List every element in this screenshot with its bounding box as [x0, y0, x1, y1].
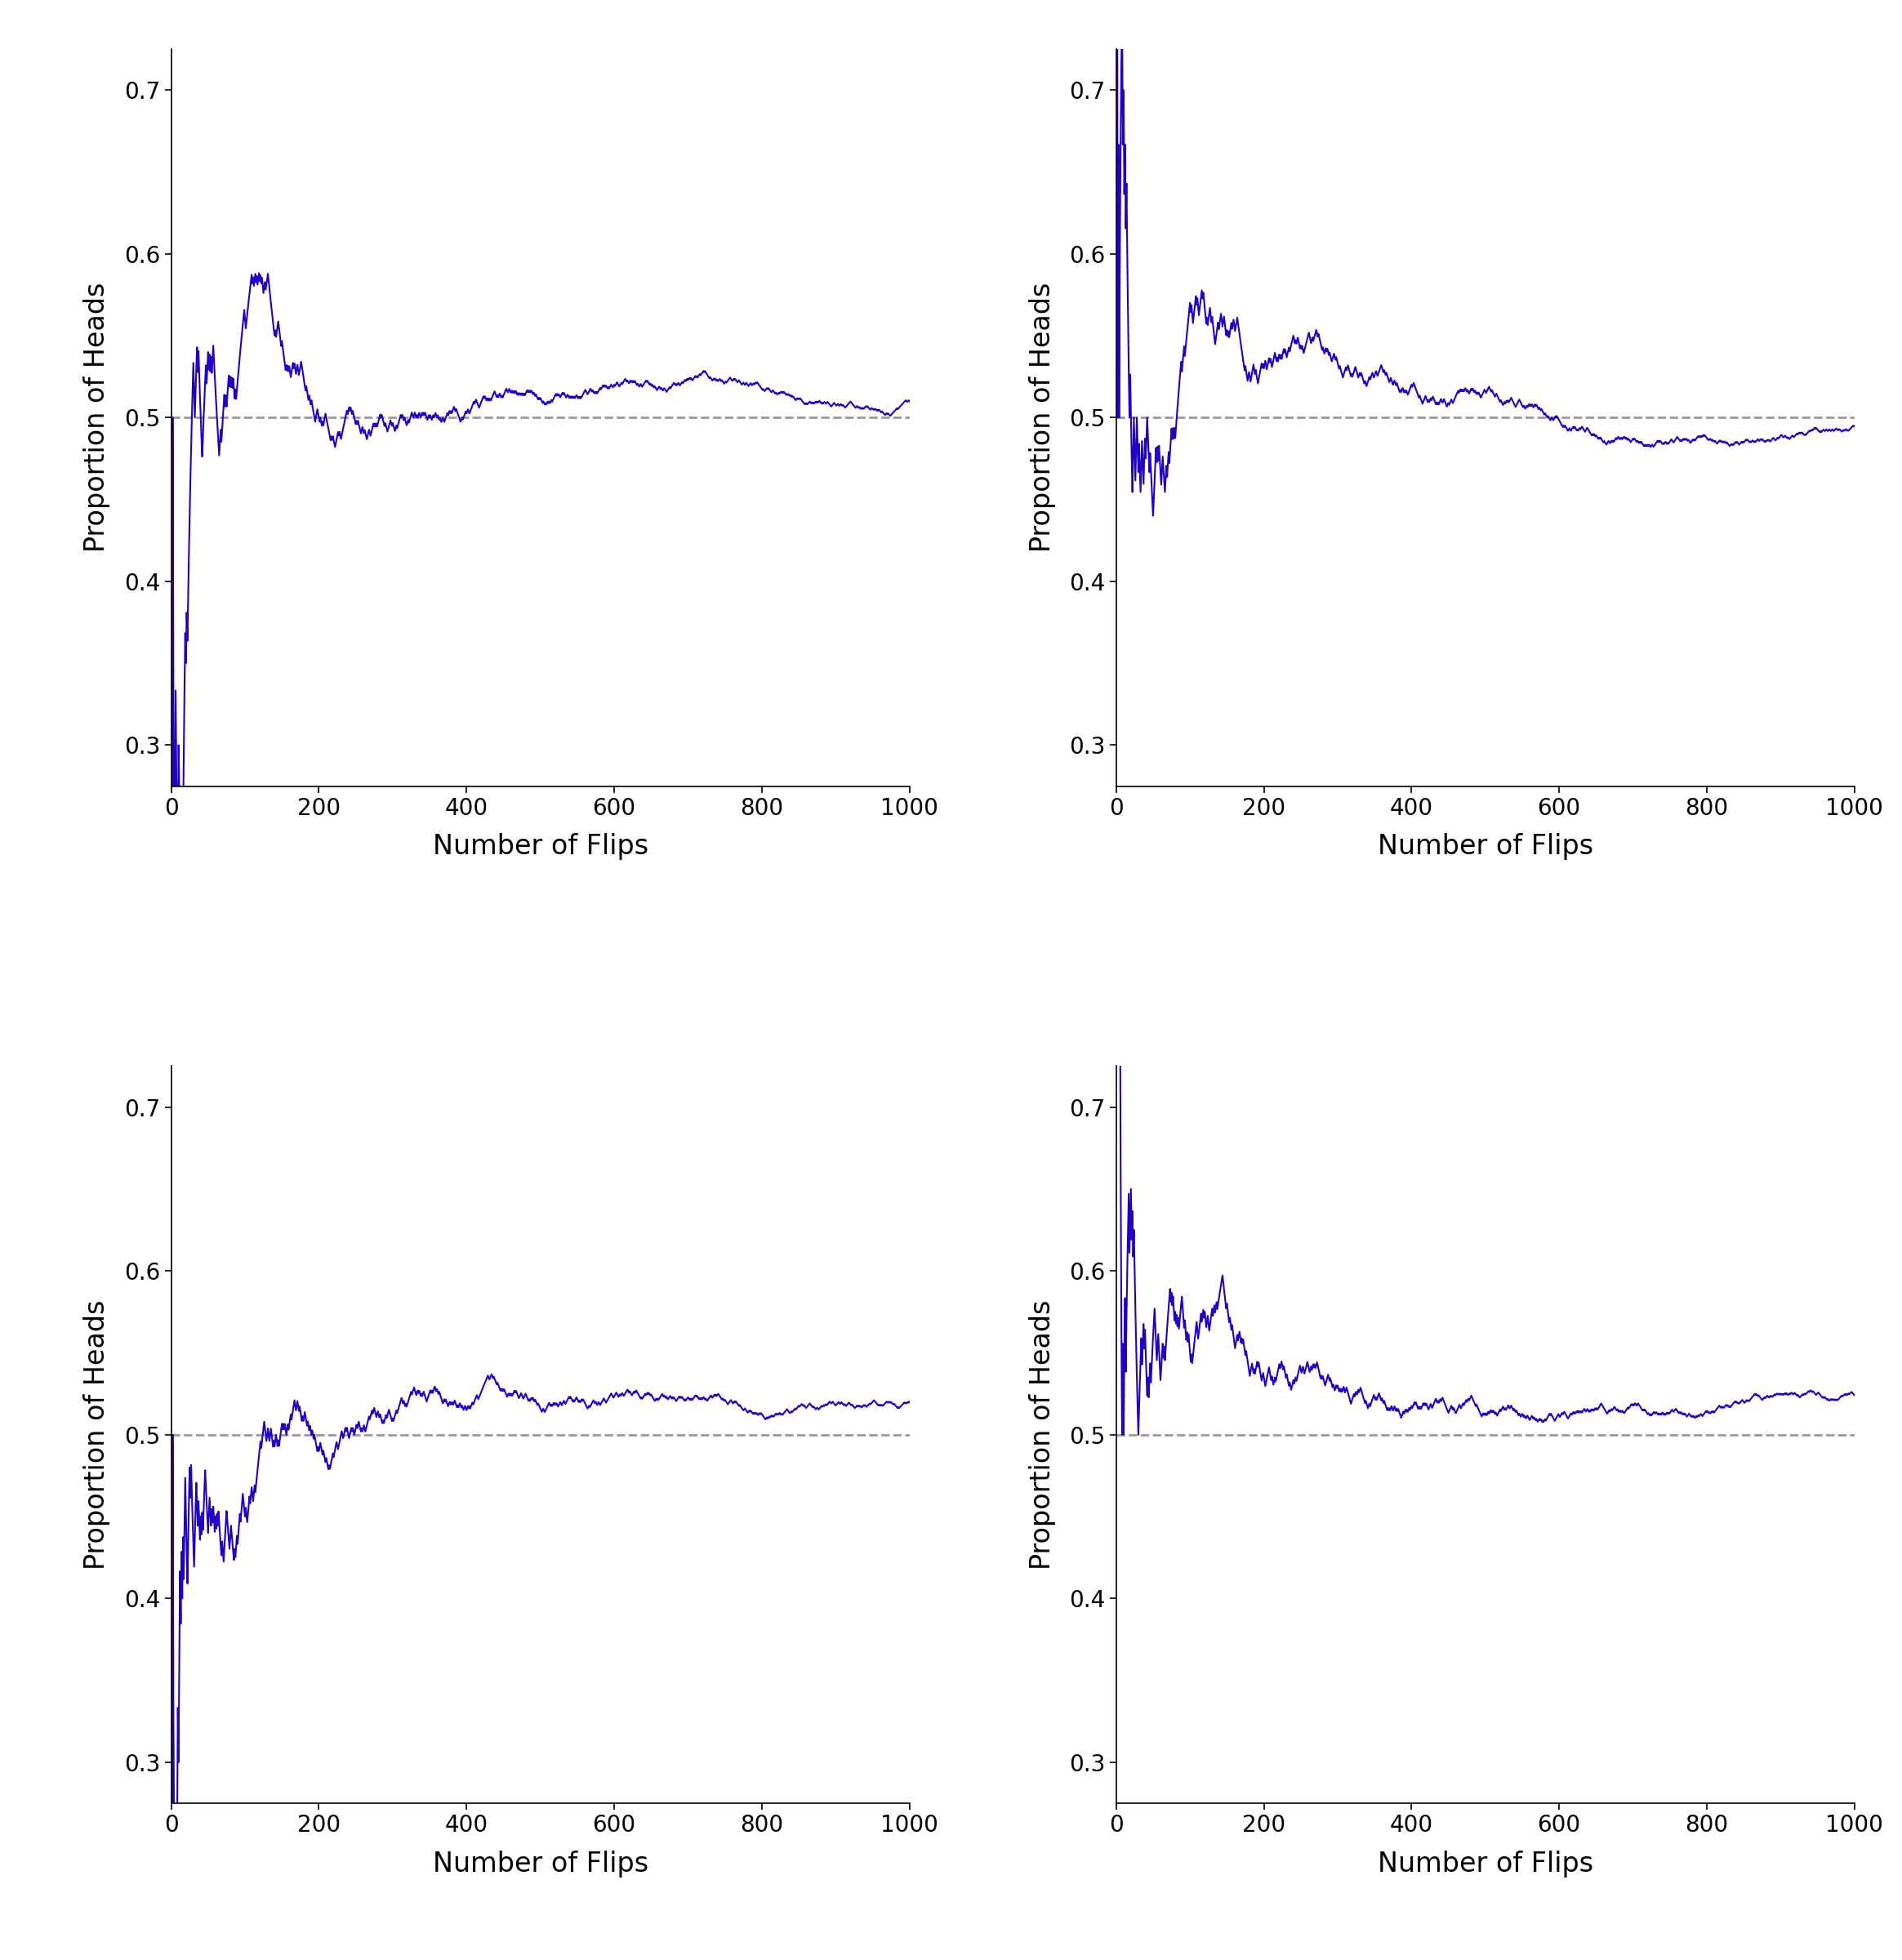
Y-axis label: Proportion of Heads: Proportion of Heads [1029, 282, 1056, 553]
Y-axis label: Proportion of Heads: Proportion of Heads [84, 1299, 110, 1570]
Y-axis label: Proportion of Heads: Proportion of Heads [1029, 1299, 1056, 1570]
X-axis label: Number of Flips: Number of Flips [1377, 1850, 1594, 1878]
X-axis label: Number of Flips: Number of Flips [432, 833, 649, 860]
X-axis label: Number of Flips: Number of Flips [1377, 833, 1594, 860]
Y-axis label: Proportion of Heads: Proportion of Heads [84, 282, 110, 553]
X-axis label: Number of Flips: Number of Flips [432, 1850, 649, 1878]
